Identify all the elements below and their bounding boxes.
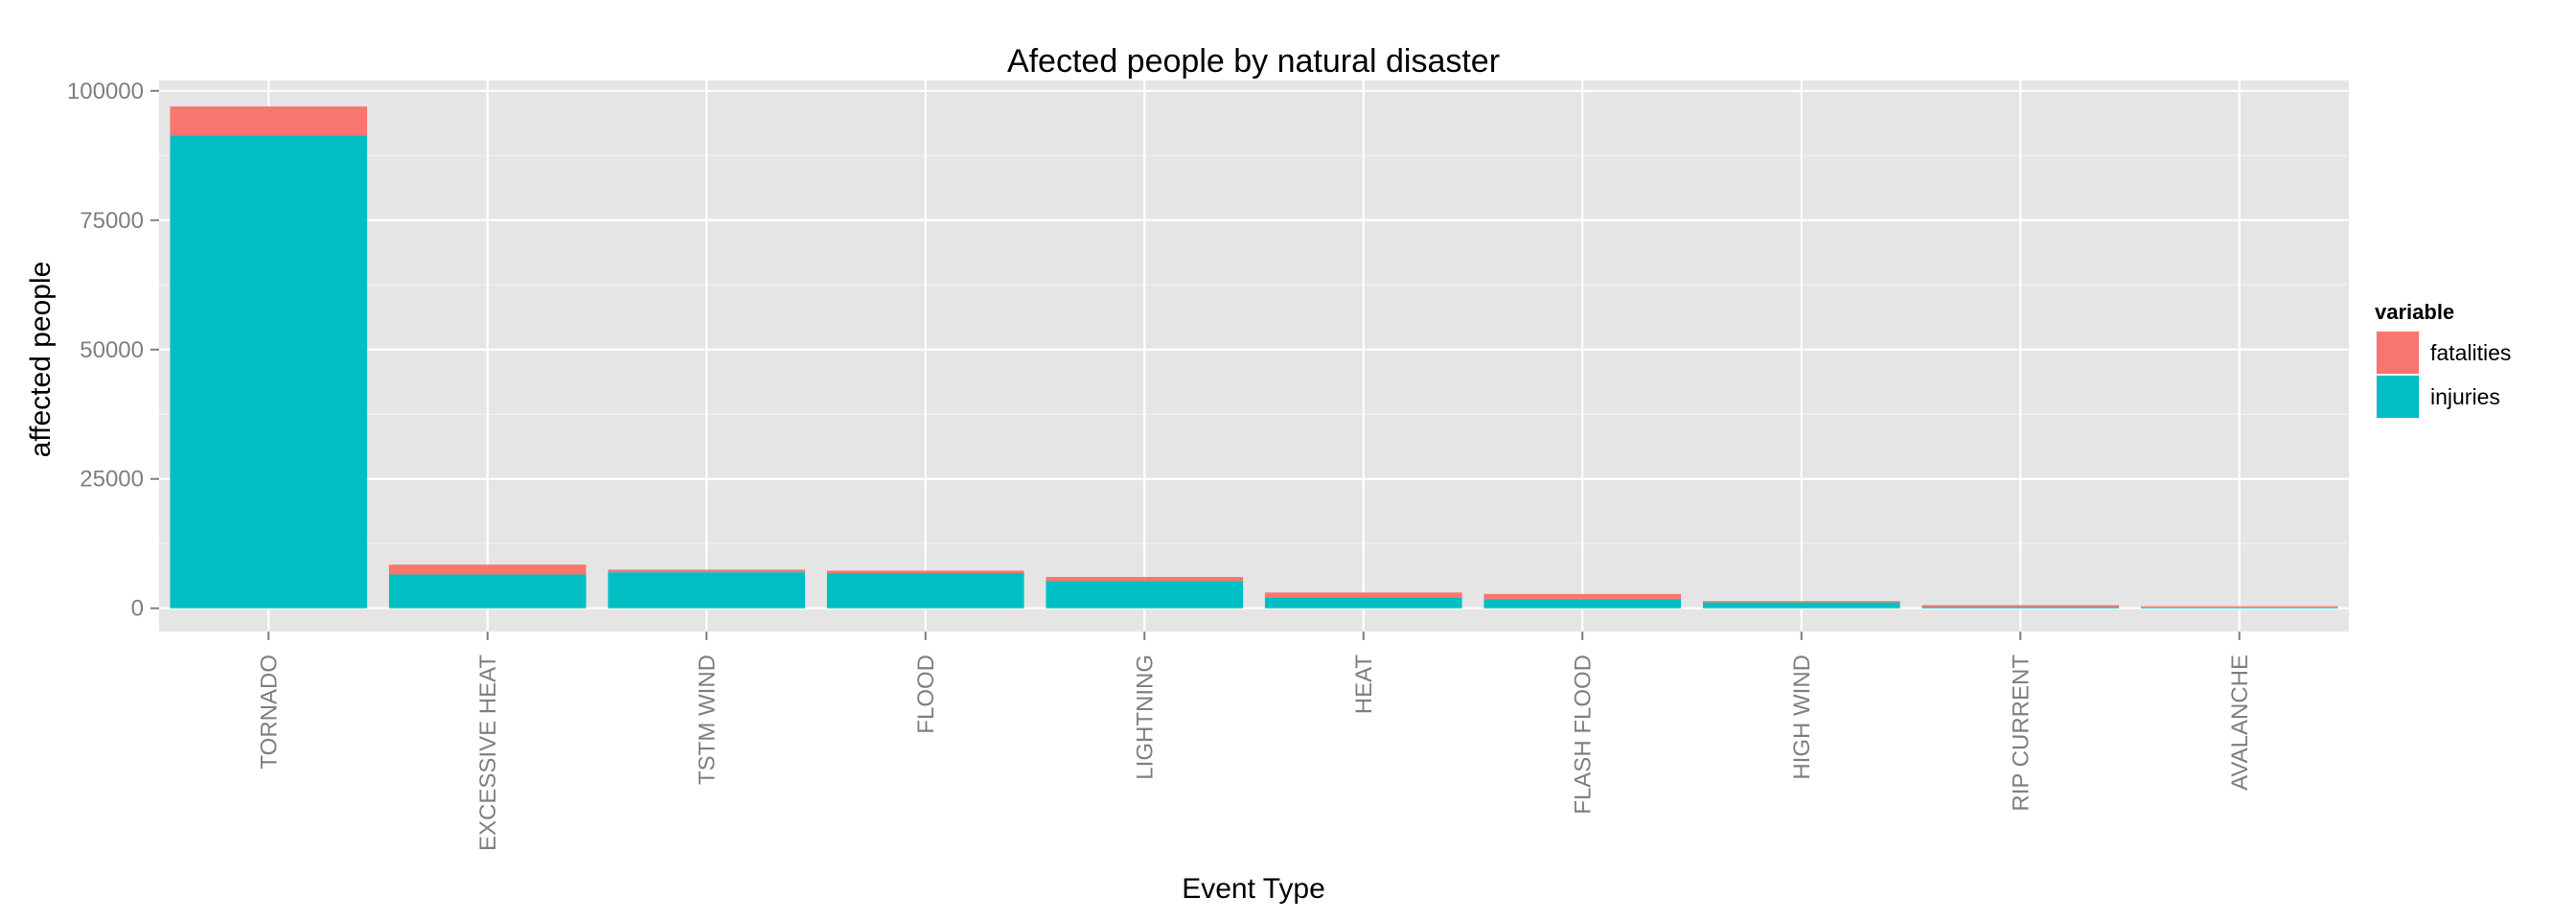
bar-fatalities [1264, 592, 1462, 598]
x-tick-label: HIGH WIND [1789, 655, 1815, 780]
plot-panel [159, 80, 2349, 632]
legend-label: injuries [2430, 384, 2500, 409]
x-tick-label: HEAT [1351, 655, 1377, 715]
legend-title: variable [2375, 300, 2454, 324]
bar-injuries [1046, 581, 1244, 609]
bar-injuries [1484, 599, 1682, 609]
bar-fatalities [1046, 577, 1244, 582]
y-axis: 0 25000 50000 75000 100000 [67, 79, 159, 622]
bar-injuries [2140, 607, 2338, 609]
bar-fatalities [608, 569, 806, 573]
bars [170, 106, 2338, 609]
bar-injuries [1921, 607, 2120, 609]
x-tick-label: FLASH FLOOD [1570, 655, 1596, 815]
x-tick-label: TORNADO [256, 655, 282, 770]
bar-fatalities [388, 564, 586, 575]
y-tick-label: 75000 [80, 208, 144, 234]
bar-injuries [170, 135, 368, 609]
legend-swatch-fatalities [2377, 332, 2419, 374]
x-axis: TORNADO EXCESSIVE HEAT TSTM WIND FLOOD LIGHT… [256, 632, 2253, 851]
bar-injuries [388, 574, 586, 609]
x-tick-label: LIGHTNING [1132, 655, 1158, 780]
legend-swatch-injuries [2377, 376, 2419, 418]
y-tick-label: 50000 [80, 337, 144, 363]
bar-fatalities [826, 570, 1024, 574]
x-tick-label: AVALANCHE [2227, 655, 2253, 791]
x-tick-label: EXCESSIVE HEAT [475, 655, 501, 851]
y-tick-label: 25000 [80, 467, 144, 493]
x-tick-label: FLOOD [913, 655, 939, 734]
bar-fatalities [2140, 606, 2338, 608]
bar-injuries [608, 572, 806, 609]
bar-fatalities [170, 106, 368, 136]
bar-fatalities [1484, 593, 1682, 600]
y-tick-label: 0 [131, 596, 144, 622]
legend: variable fatalities injuries [2375, 300, 2511, 419]
x-tick-label: RIP CURRENT [2008, 655, 2034, 812]
bar-injuries [826, 573, 1024, 609]
y-tick-label: 100000 [67, 79, 144, 104]
y-axis-title: affected people [25, 262, 57, 458]
x-tick-label: TSTM WIND [694, 655, 720, 785]
bar-fatalities [1921, 605, 2120, 608]
legend-label: fatalities [2430, 340, 2511, 365]
chart-title: Afected people by natural disaster [1007, 43, 1500, 80]
bar-injuries [1702, 602, 1900, 609]
bar-injuries [1264, 597, 1462, 609]
x-axis-title: Event Type [1182, 873, 1325, 905]
bar-fatalities [1702, 601, 1900, 603]
